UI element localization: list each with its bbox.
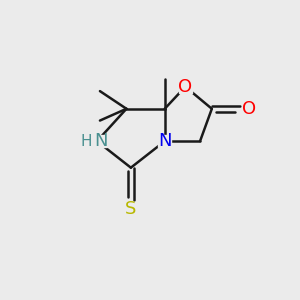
Text: H: H (81, 134, 92, 149)
Text: O: O (178, 78, 192, 96)
Text: N: N (158, 132, 172, 150)
Bar (158, 135, 171, 147)
Bar (179, 81, 192, 93)
Text: N: N (94, 132, 107, 150)
Bar (242, 103, 255, 115)
Text: S: S (125, 200, 136, 218)
Bar (87, 135, 107, 147)
Text: O: O (242, 100, 256, 118)
Bar (124, 202, 137, 215)
